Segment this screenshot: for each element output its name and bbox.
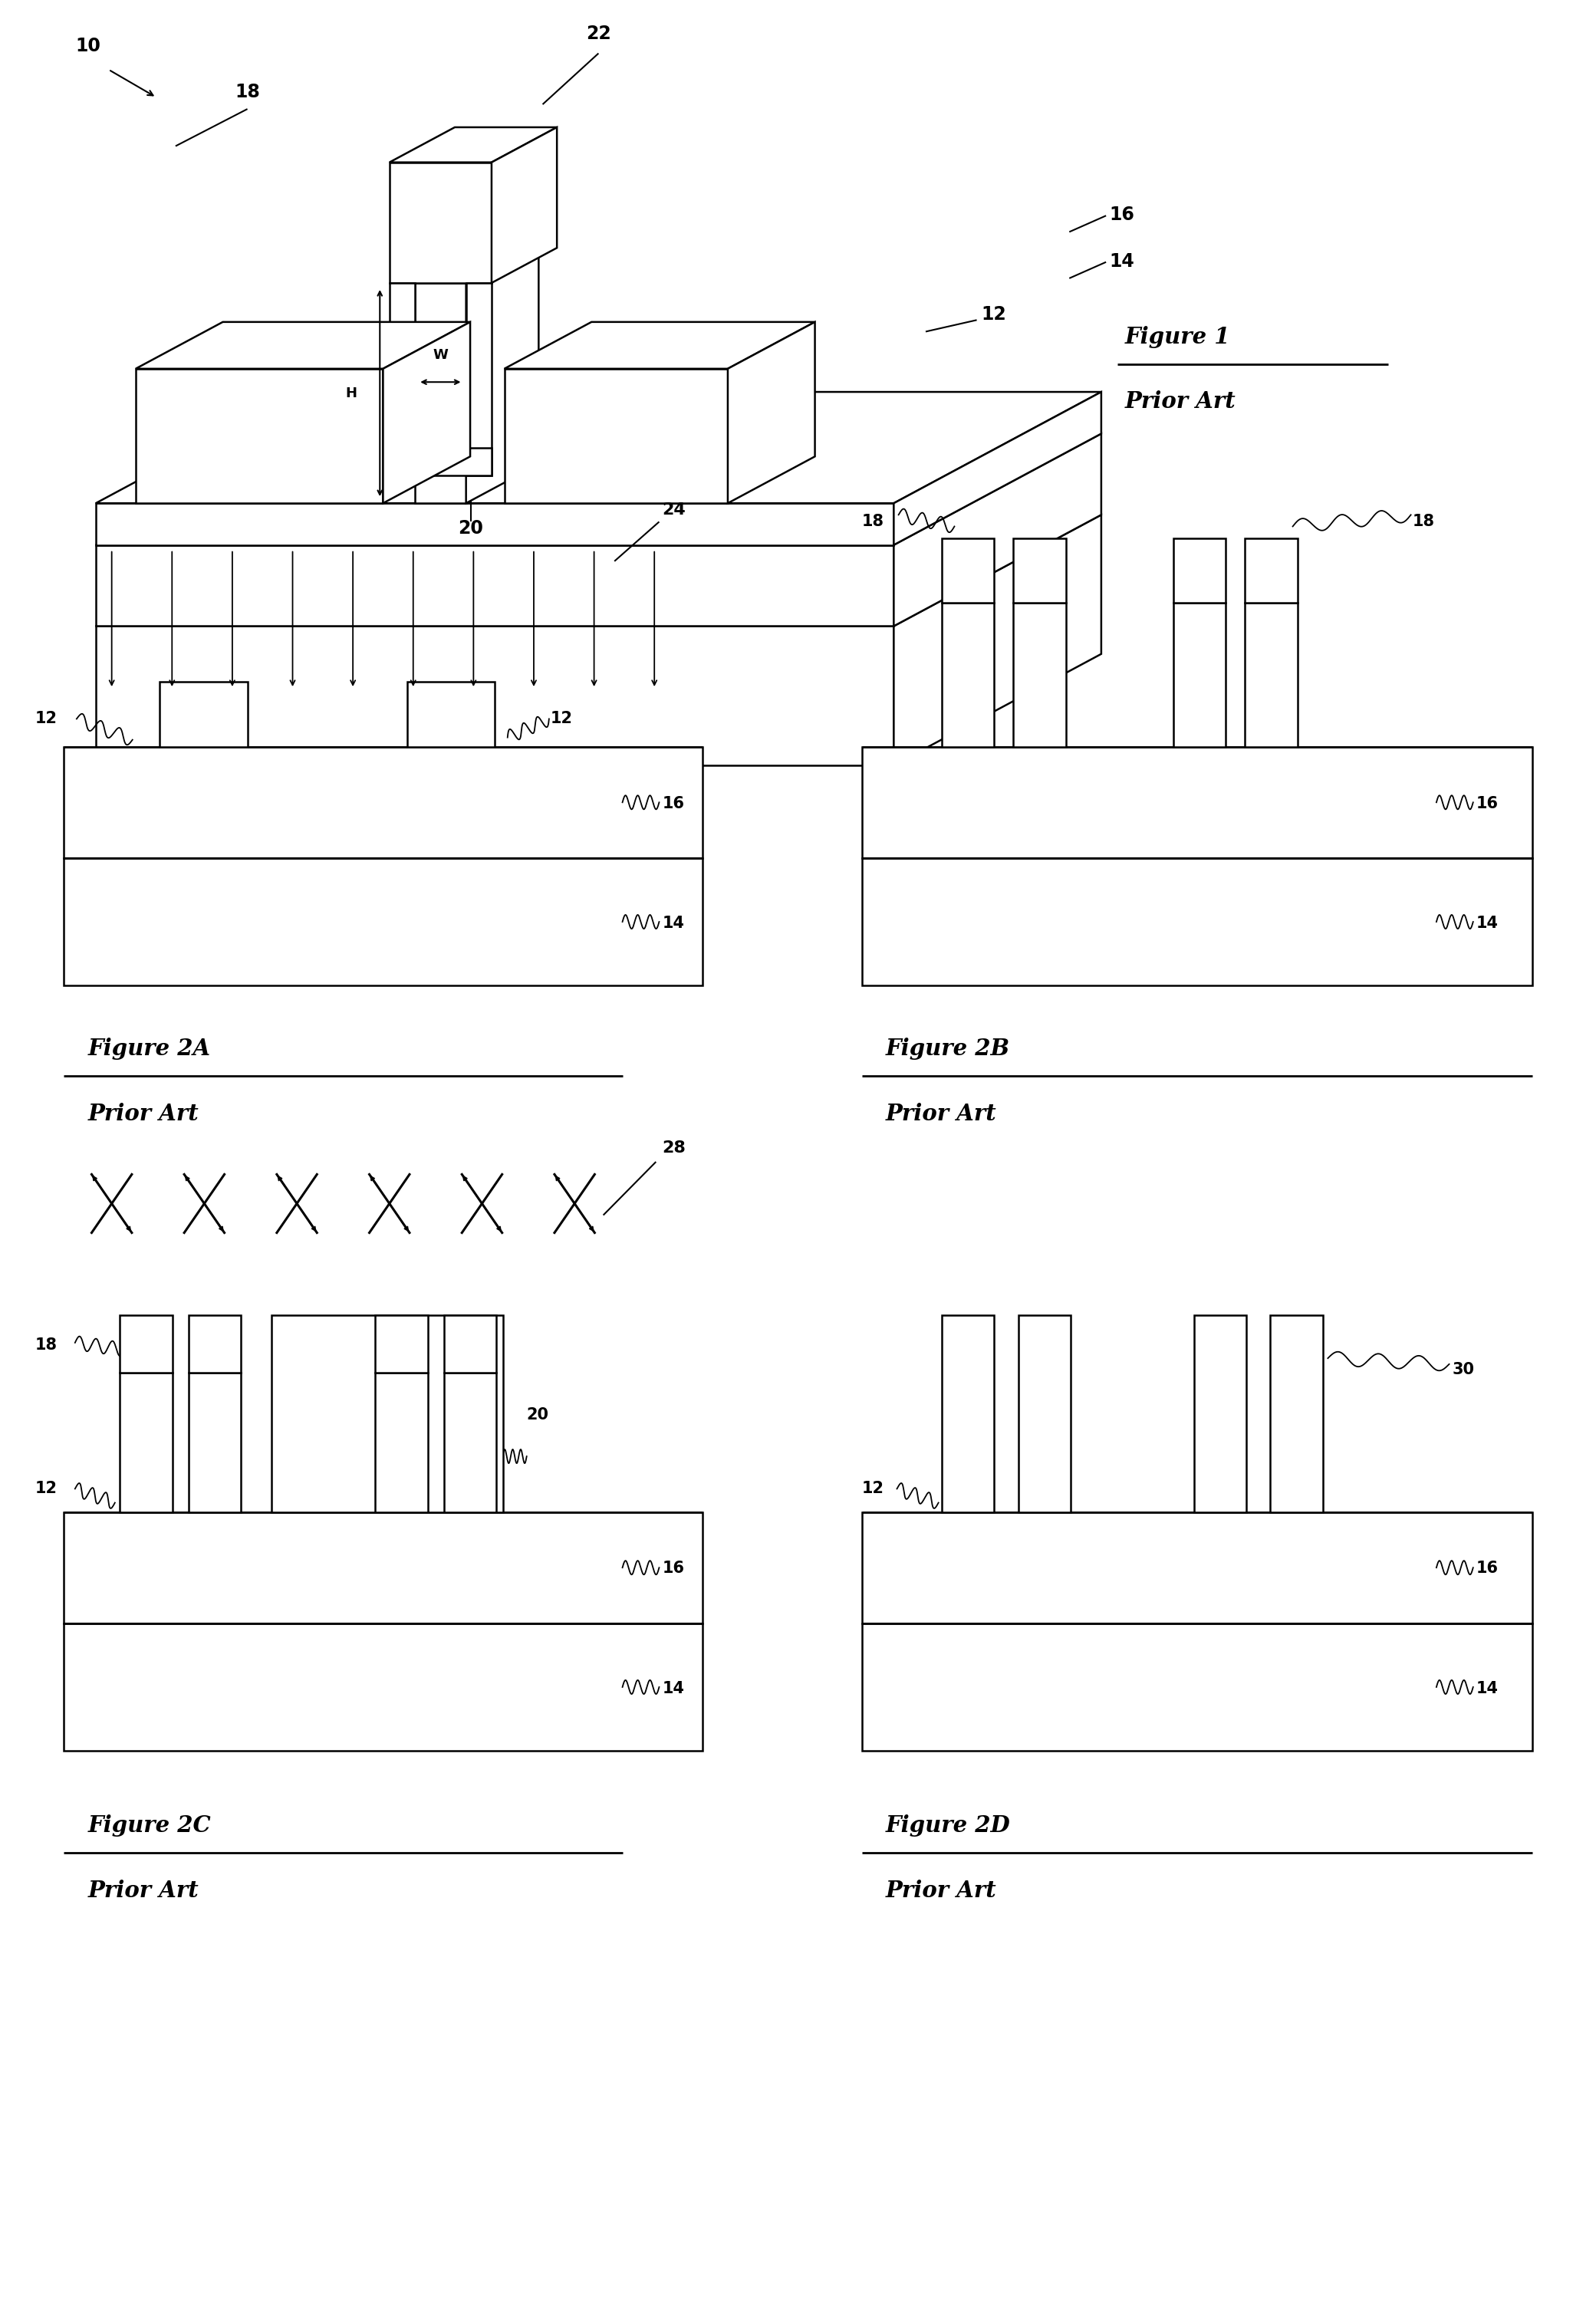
Text: Prior Art: Prior Art (88, 1102, 200, 1125)
Bar (1173, 538, 1226, 603)
Text: 12: 12 (982, 306, 1007, 325)
Text: 14: 14 (1476, 916, 1499, 932)
Bar (862, 1623, 1532, 1751)
Text: W: W (433, 348, 448, 362)
Bar (1173, 603, 1226, 747)
Bar (120, 1373, 172, 1512)
Polygon shape (492, 128, 557, 283)
Text: Prior Art: Prior Art (1125, 390, 1237, 413)
Bar (1194, 1315, 1246, 1512)
Bar (1245, 538, 1298, 603)
Text: 16: 16 (662, 1561, 685, 1577)
Polygon shape (504, 322, 816, 369)
Polygon shape (504, 369, 728, 503)
Bar (160, 682, 247, 747)
Bar (1013, 603, 1066, 747)
Text: 24: 24 (662, 503, 686, 517)
Polygon shape (894, 392, 1101, 545)
Bar (375, 1373, 428, 1512)
Bar (1018, 1315, 1071, 1512)
Polygon shape (389, 162, 492, 283)
Polygon shape (96, 503, 894, 545)
Bar (375, 1315, 428, 1373)
Bar (862, 858, 1532, 986)
Polygon shape (96, 434, 1101, 545)
Bar (444, 1373, 496, 1512)
Text: 16: 16 (1109, 206, 1135, 225)
Polygon shape (96, 545, 894, 626)
Polygon shape (389, 448, 492, 475)
Polygon shape (389, 128, 557, 162)
Bar (64, 1623, 702, 1751)
Text: Figure 2B: Figure 2B (886, 1037, 1010, 1060)
Polygon shape (96, 515, 1101, 626)
Bar (188, 1315, 241, 1373)
Text: 18: 18 (1412, 515, 1435, 529)
Text: 14: 14 (662, 916, 685, 932)
Bar (64, 747, 702, 858)
Polygon shape (728, 322, 816, 503)
Text: Figure 2D: Figure 2D (886, 1813, 1010, 1837)
Text: 14: 14 (1109, 253, 1135, 271)
Text: 18: 18 (862, 515, 884, 529)
Text: 12: 12 (551, 712, 573, 726)
Polygon shape (894, 515, 1101, 765)
Polygon shape (466, 243, 539, 503)
Text: 16: 16 (1476, 795, 1499, 812)
Bar (862, 747, 1532, 858)
Text: H: H (345, 387, 358, 399)
Bar (1013, 538, 1066, 603)
Bar (271, 1315, 503, 1512)
Polygon shape (415, 283, 466, 503)
Text: Prior Art: Prior Art (886, 1878, 997, 1902)
Text: 10: 10 (75, 37, 101, 56)
Bar (444, 1315, 496, 1373)
Text: 22: 22 (586, 26, 611, 44)
Text: 16: 16 (1476, 1561, 1499, 1577)
Polygon shape (466, 283, 492, 475)
Text: 12: 12 (35, 712, 57, 726)
Text: 18: 18 (235, 83, 260, 102)
Text: Prior Art: Prior Art (88, 1878, 200, 1902)
Polygon shape (96, 626, 894, 765)
Text: 28: 28 (662, 1141, 686, 1155)
Bar (942, 538, 994, 603)
Bar (188, 1373, 241, 1512)
Text: Figure 2A: Figure 2A (88, 1037, 211, 1060)
Polygon shape (389, 283, 415, 475)
Bar (1270, 1315, 1323, 1512)
Bar (942, 603, 994, 747)
Polygon shape (96, 392, 1101, 503)
Bar (64, 1512, 702, 1623)
Polygon shape (136, 322, 471, 369)
Polygon shape (136, 369, 383, 503)
Text: 20: 20 (527, 1408, 549, 1422)
Polygon shape (415, 243, 539, 283)
Bar (64, 858, 702, 986)
Bar (942, 1315, 994, 1512)
Bar (862, 1512, 1532, 1623)
Text: 18: 18 (35, 1338, 57, 1352)
Text: 14: 14 (662, 1681, 685, 1698)
Polygon shape (383, 322, 471, 503)
Text: 16: 16 (662, 795, 685, 812)
Text: 12: 12 (862, 1482, 884, 1496)
Text: 12: 12 (35, 1482, 57, 1496)
Text: Prior Art: Prior Art (886, 1102, 997, 1125)
Text: Figure 1: Figure 1 (1125, 325, 1231, 348)
Text: 14: 14 (1476, 1681, 1499, 1698)
Bar (1245, 603, 1298, 747)
Bar (120, 1315, 172, 1373)
Polygon shape (894, 434, 1101, 626)
Text: 20: 20 (458, 519, 484, 538)
Text: Figure 2C: Figure 2C (88, 1813, 211, 1837)
Bar (407, 682, 495, 747)
Text: 30: 30 (1452, 1361, 1475, 1377)
